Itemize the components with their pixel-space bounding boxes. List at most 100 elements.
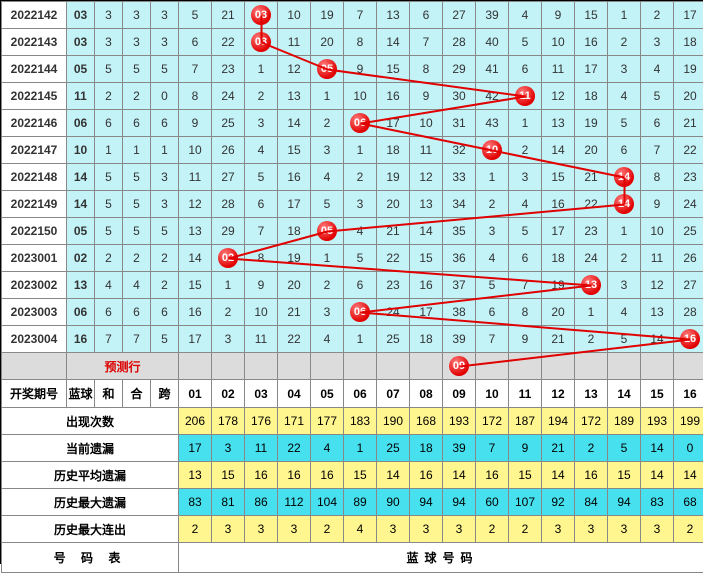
num-cell: 11 [245, 326, 278, 353]
num-cell: 39 [443, 326, 476, 353]
num-cell: 22 [278, 326, 311, 353]
num-cell: 1 [509, 110, 542, 137]
stat-cell: 25 [377, 435, 410, 462]
num-cell: 25 [377, 326, 410, 353]
num-cell: 2 [476, 191, 509, 218]
hdr-num: 04 [278, 380, 311, 408]
num-cell: 28 [212, 191, 245, 218]
num-cell: 21 [674, 110, 703, 137]
num-cell: 13 [179, 218, 212, 245]
num-cell: 1 [608, 218, 641, 245]
predict-cell [179, 353, 212, 380]
stat-cell: 0 [674, 435, 703, 462]
stat-cell: 16 [410, 462, 443, 489]
lan-cell: 10 [67, 137, 95, 164]
hdr-num: 11 [509, 380, 542, 408]
stat-cell: 14 [377, 462, 410, 489]
num-cell: 21 [377, 218, 410, 245]
hit-ball: 06 [350, 302, 370, 322]
he-cell: 4 [95, 272, 123, 299]
num-cell: 42 [476, 83, 509, 110]
num-cell: 16 [179, 299, 212, 326]
num-cell: 16 [410, 272, 443, 299]
hex-cell: 5 [123, 164, 151, 191]
num-cell: 31 [443, 110, 476, 137]
period-cell: 2023004 [2, 326, 67, 353]
stat-cell: 14 [641, 462, 674, 489]
hex-cell: 5 [123, 56, 151, 83]
period-cell: 2022144 [2, 56, 67, 83]
stat-cell: 2 [674, 516, 703, 543]
lan-cell: 02 [67, 245, 95, 272]
num-cell: 22 [674, 137, 703, 164]
hit-ball: 11 [515, 86, 535, 106]
hex-cell: 7 [123, 326, 151, 353]
stat-cell: 206 [179, 408, 212, 435]
hit-ball: 05 [317, 59, 337, 79]
num-cell: 3 [509, 164, 542, 191]
stat-cell: 3 [245, 516, 278, 543]
num-cell: 13 [575, 272, 608, 299]
num-cell: 4 [344, 218, 377, 245]
hit-ball: 13 [581, 275, 601, 295]
hdr-kua: 跨 [151, 380, 179, 408]
num-cell: 4 [509, 2, 542, 29]
num-cell: 14 [542, 137, 575, 164]
stat-cell: 14 [542, 462, 575, 489]
period-cell: 2022148 [2, 164, 67, 191]
num-cell: 14 [410, 218, 443, 245]
num-cell: 9 [410, 83, 443, 110]
num-cell: 5 [344, 245, 377, 272]
predict-label: 预测行 [67, 353, 179, 380]
stat-cell: 3 [608, 516, 641, 543]
stat-cell: 39 [443, 435, 476, 462]
data-row: 202215005555132971805421143535172311025 [2, 218, 703, 245]
num-cell: 10 [179, 137, 212, 164]
num-cell: 3 [608, 56, 641, 83]
num-cell: 19 [575, 110, 608, 137]
stat-cell: 2 [311, 516, 344, 543]
stat-cell: 90 [377, 489, 410, 516]
data-row: 20230030666616210213062417386820141328 [2, 299, 703, 326]
kua-cell: 3 [151, 164, 179, 191]
period-cell: 2022149 [2, 191, 67, 218]
kua-cell: 0 [151, 83, 179, 110]
stat-cell: 172 [575, 408, 608, 435]
num-cell: 10 [278, 2, 311, 29]
num-cell: 17 [377, 110, 410, 137]
num-cell: 9 [245, 272, 278, 299]
num-cell: 10 [245, 299, 278, 326]
num-cell: 3 [344, 191, 377, 218]
predict-row: 预测行09 [2, 353, 703, 380]
hdr-num: 06 [344, 380, 377, 408]
lan-cell: 13 [67, 272, 95, 299]
num-cell: 14 [608, 164, 641, 191]
num-cell: 19 [311, 2, 344, 29]
stat-cell: 9 [509, 435, 542, 462]
stat-cell: 16 [476, 462, 509, 489]
data-row: 20221491455312286175320133424162214924 [2, 191, 703, 218]
num-cell: 7 [476, 326, 509, 353]
predict-cell [641, 353, 674, 380]
num-cell: 14 [179, 245, 212, 272]
num-cell: 05 [311, 56, 344, 83]
predict-cell [509, 353, 542, 380]
num-cell: 6 [641, 110, 674, 137]
data-row: 20221451122082421311016930421112184520 [2, 83, 703, 110]
stat-cell: 14 [641, 435, 674, 462]
num-cell: 3 [641, 29, 674, 56]
num-cell: 11 [278, 29, 311, 56]
num-cell: 25 [674, 218, 703, 245]
num-cell: 24 [377, 299, 410, 326]
num-cell: 22 [575, 191, 608, 218]
num-cell: 2 [212, 299, 245, 326]
stat-row: 出现次数206178176171177183190168193172187194… [2, 408, 703, 435]
num-cell: 7 [641, 137, 674, 164]
hex-cell: 5 [123, 218, 151, 245]
stat-cell: 83 [641, 489, 674, 516]
num-cell: 19 [278, 245, 311, 272]
num-cell: 13 [542, 110, 575, 137]
num-cell: 29 [212, 218, 245, 245]
hex-cell: 5 [123, 191, 151, 218]
num-cell: 27 [212, 164, 245, 191]
